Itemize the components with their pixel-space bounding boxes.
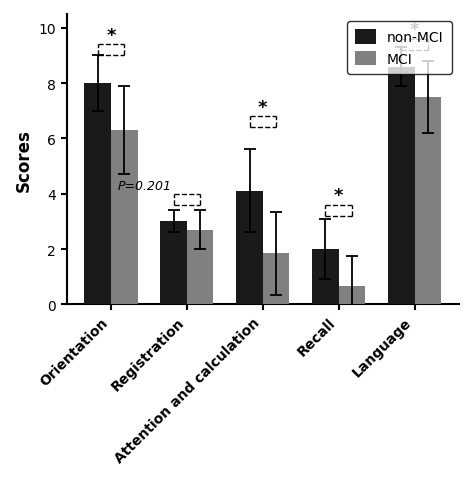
Text: *: * [258,98,267,117]
Text: *: * [334,187,344,205]
Bar [160,222,187,305]
Bar [263,253,289,305]
Bar [339,287,365,305]
Text: *: * [106,27,116,45]
Bar [415,98,441,305]
Text: P=0.201: P=0.201 [118,180,172,193]
Bar [312,250,339,305]
Legend: non-MCI, MCI: non-MCI, MCI [347,22,452,75]
Bar [187,230,213,305]
Text: *: * [410,21,419,39]
Bar [84,84,111,305]
Bar [236,192,263,305]
Bar [111,131,137,305]
Y-axis label: Scores: Scores [15,129,33,191]
Bar [388,67,415,305]
